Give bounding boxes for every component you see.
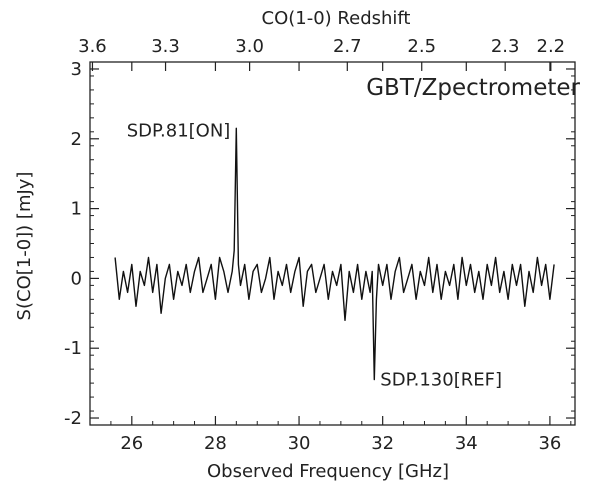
- y-tick-label: -1: [64, 338, 82, 359]
- x-tick-label: 26: [120, 433, 143, 454]
- line-annotation: SDP.130[REF]: [380, 370, 502, 391]
- y-tick-label: -2: [64, 408, 82, 429]
- top-tick-label: 2.2: [537, 36, 566, 57]
- plot-frame: [89, 61, 576, 426]
- x-tick-label: 30: [288, 433, 311, 454]
- top-tick-label: 2.3: [491, 36, 520, 57]
- top-tick-label: 2.7: [333, 36, 362, 57]
- line-annotation: SDP.81[ON]: [127, 120, 231, 141]
- x-tick-label: 36: [538, 433, 561, 454]
- top-tick-label: 3.3: [151, 36, 180, 57]
- y-tick-label: 0: [71, 268, 82, 289]
- y-axis-title: S(CO[1-0]) [mJy]: [14, 172, 35, 321]
- x-axis-title: Observed Frequency [GHz]: [207, 461, 449, 482]
- y-tick-label: 1: [71, 199, 82, 220]
- x-tick-label: 28: [204, 433, 227, 454]
- y-tick-label: 2: [71, 129, 82, 150]
- top-tick-label: 2.5: [407, 36, 436, 57]
- y-tick-label: 3: [71, 59, 82, 80]
- spectrum-line: [114, 127, 555, 381]
- chart-title: GBT/Zpectrometer: [366, 75, 580, 101]
- top-tick-label: 3.0: [235, 36, 264, 57]
- top-axis-title: CO(1-0) Redshift: [262, 8, 411, 29]
- x-tick-label: 34: [455, 433, 478, 454]
- x-tick-label: 32: [371, 433, 394, 454]
- top-tick-label: 3.6: [78, 36, 107, 57]
